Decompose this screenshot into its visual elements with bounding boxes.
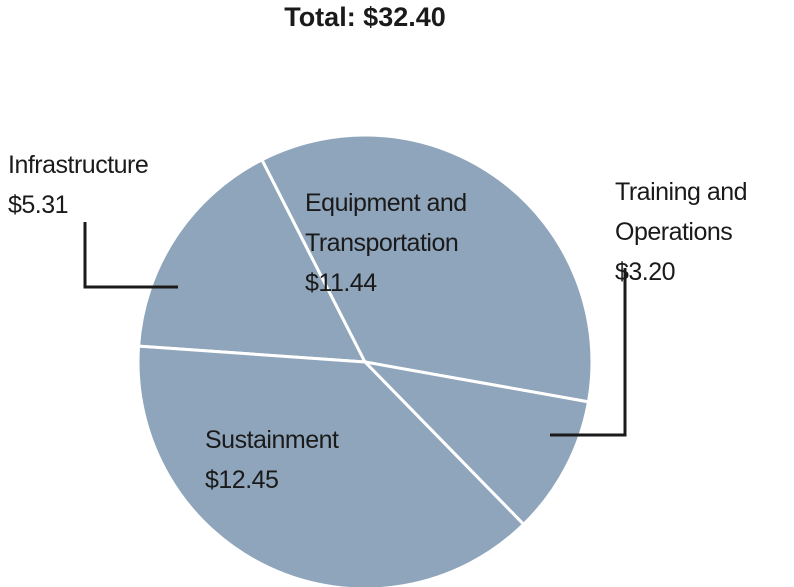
leader-line [83, 222, 178, 289]
category-label: Infrastructure [8, 151, 149, 179]
pie-slice [260, 133, 594, 404]
category-label: Sustainment [205, 426, 339, 454]
slice-label: Sustainment $12.45 [205, 420, 425, 500]
pie-slice [137, 158, 367, 364]
slice-label: Infrastructure $5.31 [8, 145, 208, 225]
slice-label: Training and Operations $3.20 [615, 172, 793, 292]
chart-title: Total: $32.40 [284, 2, 446, 32]
value-label: $11.44 [305, 269, 377, 297]
category-label: Equipment and Transportation [305, 189, 467, 257]
value-label: $5.31 [8, 191, 69, 219]
pie-slice [136, 344, 526, 587]
slice-label: Equipment and Transportation $11.44 [305, 183, 530, 303]
category-label: Training and Operations [615, 178, 748, 246]
slices [136, 133, 594, 587]
pie-slice [363, 360, 590, 526]
value-label: $12.45 [205, 466, 279, 494]
value-label: $3.20 [615, 258, 676, 286]
leader-line [550, 268, 627, 437]
